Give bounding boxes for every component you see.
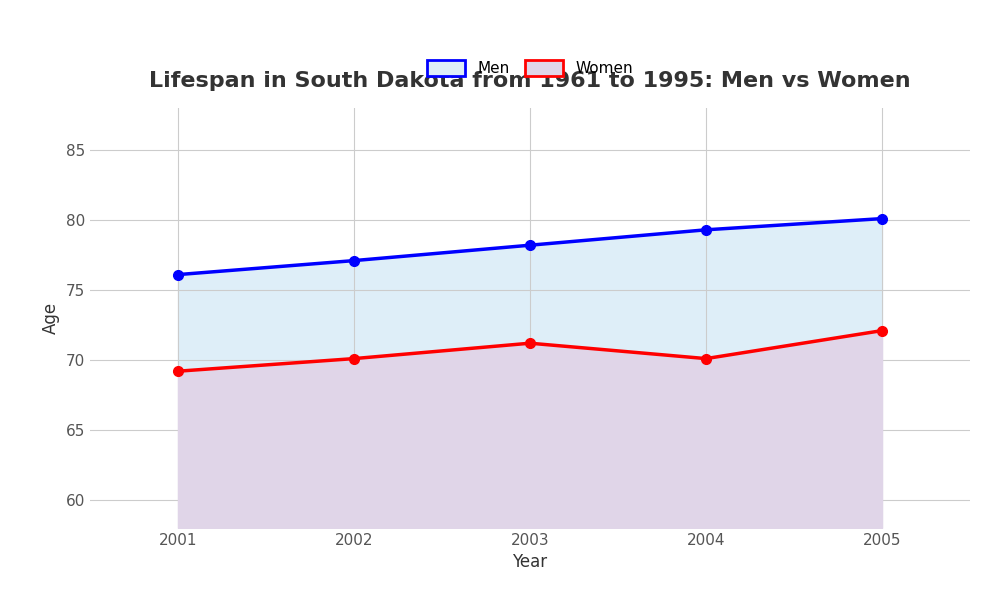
Women [172, 368, 184, 375]
Women [700, 355, 712, 362]
Y-axis label: Age: Age [42, 302, 60, 334]
Line: Women: Women [173, 326, 887, 376]
Men [700, 226, 712, 233]
Men [172, 271, 184, 278]
Women [876, 327, 888, 334]
Legend: Men, Women: Men, Women [419, 53, 641, 84]
Line: Men: Men [173, 214, 887, 280]
X-axis label: Year: Year [512, 553, 548, 571]
Women [348, 355, 360, 362]
Men [524, 242, 536, 249]
Women [524, 340, 536, 347]
Men [348, 257, 360, 264]
Title: Lifespan in South Dakota from 1961 to 1995: Men vs Women: Lifespan in South Dakota from 1961 to 19… [149, 71, 911, 91]
Men [876, 215, 888, 222]
